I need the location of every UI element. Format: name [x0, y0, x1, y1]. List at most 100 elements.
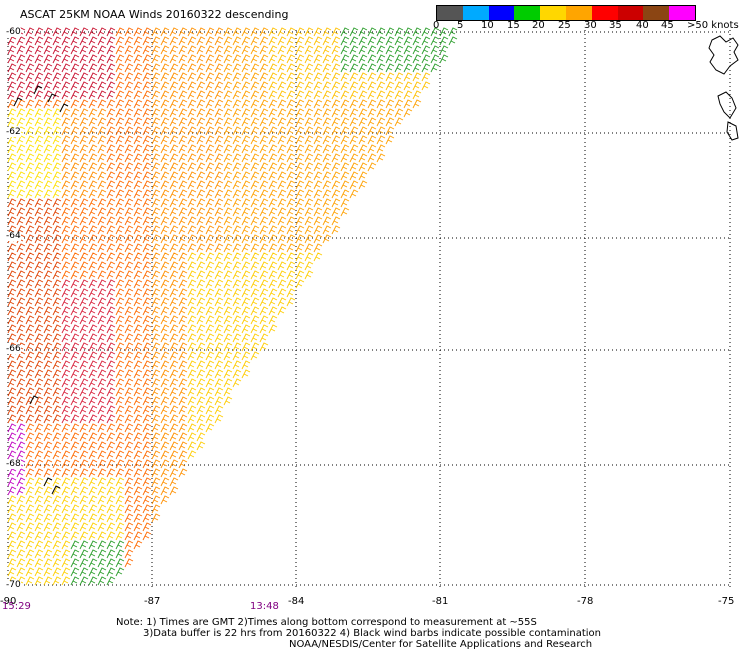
wind-barb — [151, 171, 161, 181]
wind-barb — [286, 54, 296, 64]
wind-barb — [115, 225, 125, 235]
wind-barb — [52, 198, 62, 208]
wind-barb — [259, 81, 269, 91]
wind-barb — [61, 261, 71, 271]
wind-barb — [196, 63, 206, 73]
wind-barb — [169, 45, 179, 55]
wind-barb — [385, 72, 395, 82]
wind-barb — [7, 396, 17, 406]
wind-barb — [34, 549, 44, 559]
wind-barb — [196, 405, 206, 415]
wind-barb — [142, 72, 152, 82]
wind-barb — [133, 477, 143, 487]
wind-barb — [169, 171, 179, 181]
wind-barb — [268, 216, 278, 226]
wind-barb — [133, 423, 143, 433]
wind-barb — [205, 351, 215, 361]
wind-barb — [403, 108, 413, 118]
wind-barb — [331, 81, 341, 91]
wind-barb — [196, 351, 206, 361]
wind-barb — [25, 270, 35, 280]
wind-barb — [151, 315, 161, 325]
wind-barb — [322, 63, 332, 73]
wind-barb — [151, 198, 161, 208]
wind-barb — [187, 423, 197, 433]
wind-barb — [187, 189, 197, 199]
wind-barb — [124, 27, 134, 37]
wind-barb — [106, 387, 116, 397]
wind-barb — [115, 135, 125, 145]
wind-barb — [124, 117, 134, 127]
wind-barb — [97, 261, 107, 271]
wind-barb — [88, 333, 98, 343]
wind-barb — [133, 414, 143, 424]
wind-barb — [79, 522, 89, 532]
wind-barb — [169, 180, 179, 190]
wind-barb — [25, 288, 35, 298]
wind-barb — [115, 117, 125, 127]
wind-barb — [142, 207, 152, 217]
wind-barb — [205, 126, 215, 136]
wind-barb — [124, 90, 134, 100]
wind-barb — [223, 369, 233, 379]
wind-barb — [88, 216, 98, 226]
wind-barb — [142, 162, 152, 172]
colorbar-label-25: 25 — [558, 20, 571, 31]
wind-barb — [151, 36, 161, 46]
wind-barb — [250, 135, 260, 145]
wind-barb — [142, 27, 152, 37]
wind-barb — [61, 99, 71, 109]
wind-barb — [196, 333, 206, 343]
wind-barb — [322, 180, 332, 190]
wind-barb — [133, 540, 143, 550]
wind-barb — [115, 234, 125, 244]
wind-barb — [34, 315, 44, 325]
wind-barb — [268, 324, 278, 334]
wind-barb — [286, 162, 296, 172]
wind-barb — [79, 81, 89, 91]
wind-barb — [187, 234, 197, 244]
wind-barb — [70, 513, 80, 523]
wind-barb — [61, 441, 71, 451]
wind-barb — [25, 99, 35, 109]
wind-barb — [106, 117, 116, 127]
wind-barb — [304, 270, 314, 280]
wind-barb — [277, 189, 287, 199]
wind-barb — [142, 54, 152, 64]
wind-barb — [223, 333, 233, 343]
wind-barb — [232, 288, 242, 298]
wind-barb — [331, 63, 341, 73]
wind-barb — [187, 378, 197, 388]
wind-barb — [61, 45, 71, 55]
wind-barb — [295, 45, 305, 55]
wind-barb — [34, 198, 44, 208]
wind-barb — [286, 171, 296, 181]
wind-barb — [178, 63, 188, 73]
wind-barb — [151, 342, 161, 352]
wind-barb — [7, 522, 17, 532]
wind-barb — [16, 153, 26, 163]
wind-barb — [16, 225, 26, 235]
wind-barb — [160, 369, 170, 379]
wind-barb — [295, 108, 305, 118]
wind-barb — [7, 495, 17, 505]
wind-barb — [97, 90, 107, 100]
wind-barb — [79, 27, 89, 37]
wind-barb — [106, 414, 116, 424]
wind-barb — [25, 279, 35, 289]
wind-barb — [142, 153, 152, 163]
wind-barb — [304, 45, 314, 55]
wind-barb — [124, 369, 134, 379]
wind-barb — [124, 81, 134, 91]
wind-barb — [52, 225, 62, 235]
wind-barb — [178, 153, 188, 163]
wind-barb — [61, 468, 71, 478]
wind-barb — [106, 486, 116, 496]
wind-barb — [124, 225, 134, 235]
wind-barb — [223, 261, 233, 271]
wind-barb — [52, 576, 62, 586]
wind-barb — [160, 126, 170, 136]
wind-barb — [205, 207, 215, 217]
wind-barb — [178, 99, 188, 109]
wind-barb — [115, 270, 125, 280]
